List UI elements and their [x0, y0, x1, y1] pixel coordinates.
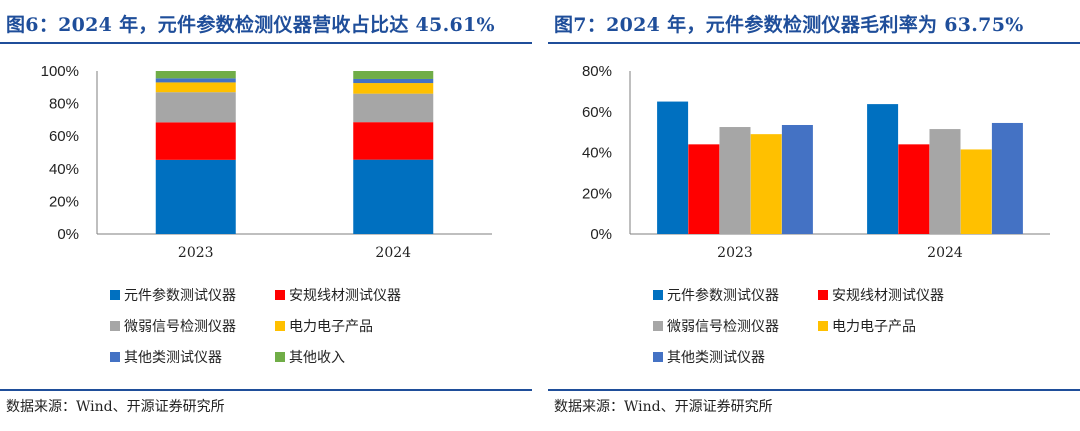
figure-7-title: 图7：2024 年，元件参数检测仪器毛利率为 63.75%: [554, 14, 1024, 36]
legend-label: 安规线材测试仪器: [289, 288, 401, 304]
legend-label: 安规线材测试仪器: [832, 288, 944, 304]
y-tick-label: 0%: [57, 226, 79, 243]
bar-segment: [353, 83, 434, 94]
x-tick-label: 2024: [927, 245, 963, 261]
legend-swatch: [653, 290, 663, 300]
legend-label: 元件参数测试仪器: [124, 287, 236, 304]
y-tick-label: 20%: [49, 193, 79, 210]
legend-swatch: [110, 321, 120, 331]
x-tick-label: 2023: [178, 245, 214, 261]
bar: [929, 129, 961, 234]
legend-swatch: [653, 352, 663, 362]
legend-swatch: [275, 290, 285, 300]
y-tick-label: 0%: [590, 226, 612, 243]
figure-6-panel: 图6：2024 年，元件参数检测仪器营收占比达 45.61% 0% 20% 40% 6…: [0, 0, 532, 431]
y-tick-label: 20%: [582, 185, 612, 202]
bar-segment: [353, 159, 434, 234]
y-tick-label: 80%: [582, 63, 612, 80]
bar: [898, 144, 930, 234]
legend-swatch: [110, 352, 120, 362]
legend-label: 其他类测试仪器: [124, 350, 222, 366]
figure-6-title: 图6：2024 年，元件参数检测仪器营收占比达 45.61%: [6, 14, 495, 36]
legend-label: 电力电子产品: [832, 319, 916, 335]
figure-7-panel: 图7：2024 年，元件参数检测仪器毛利率为 63.75% 0% 20% 40% 60…: [548, 0, 1080, 431]
bar-segment: [353, 93, 434, 123]
legend-swatch: [110, 290, 120, 300]
y-tick-label: 100%: [41, 63, 79, 80]
legend-swatch: [275, 352, 285, 362]
bar-segment: [155, 92, 236, 123]
y-tick-label: 80%: [49, 96, 79, 113]
y-tick-label: 40%: [49, 161, 79, 178]
bar-segment: [353, 78, 434, 84]
legend-label: 其他类测试仪器: [667, 350, 765, 366]
legend-label: 电力电子产品: [289, 319, 373, 335]
figure-6-stacked-bar-chart: 0% 20% 40% 60% 80% 100% 2023 2024 元件参数测试仪器 安规线材测试…: [41, 63, 492, 366]
legend-label: 元件参数测试仪器: [667, 287, 779, 304]
bar-segment: [155, 71, 236, 79]
legend-swatch: [818, 290, 828, 300]
bar: [688, 144, 720, 234]
figure-7-grouped-bar-chart: 0% 20% 40% 60% 80% 2023 2024 元件参数测试仪器 安规线材测试仪器微弱…: [582, 63, 1050, 366]
bar-segment: [353, 71, 434, 79]
figure-6-top-rule: [0, 42, 532, 44]
figure-7-top-rule: [548, 42, 1080, 44]
bar-segment: [155, 122, 236, 160]
bar: [719, 127, 751, 234]
bar: [781, 124, 813, 234]
bar-segment: [155, 82, 236, 93]
y-tick-label: 60%: [582, 104, 612, 121]
y-tick-label: 40%: [582, 145, 612, 162]
legend-label: 其他收入: [289, 350, 345, 366]
x-tick-label: 2023: [717, 245, 753, 261]
bar-segment: [155, 159, 236, 234]
bar-segment: [155, 78, 236, 83]
figure-6-source: 数据来源：Wind、开源证券研究所: [6, 399, 225, 415]
bar: [867, 104, 899, 234]
legend-swatch: [653, 321, 663, 331]
bar: [750, 134, 782, 234]
bar: [657, 101, 689, 234]
figure-6-bottom-rule: [0, 389, 532, 391]
figure-7-bottom-rule: [548, 389, 1080, 391]
bar: [960, 149, 992, 234]
legend-swatch: [818, 321, 828, 331]
x-tick-label: 2024: [375, 245, 411, 261]
y-tick-label: 60%: [49, 128, 79, 145]
bar: [991, 122, 1023, 234]
legend-label: 微弱信号检测仪器: [667, 319, 779, 335]
legend-swatch: [275, 321, 285, 331]
bar-segment: [353, 122, 434, 160]
legend-label: 微弱信号检测仪器: [124, 319, 236, 335]
figure-7-source: 数据来源：Wind、开源证券研究所: [554, 399, 773, 415]
